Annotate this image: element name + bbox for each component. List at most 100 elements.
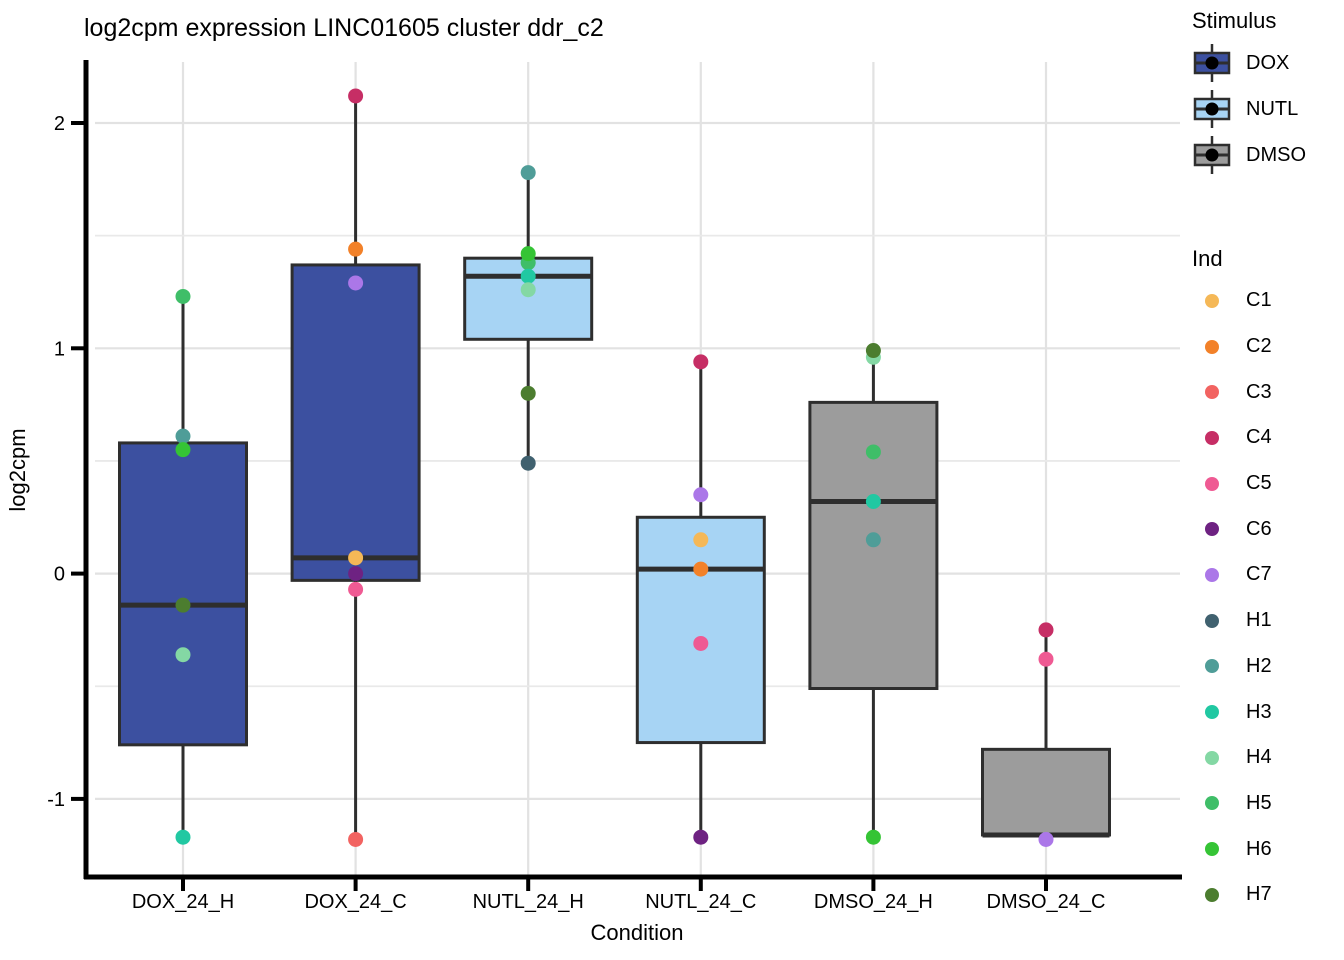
point-key-icon (1192, 750, 1232, 765)
legend-ind-entries: C1 C2 C3 C4 C5 C6 C7 H1 H2 H3 H4 H5 H6 H7 (1192, 278, 1272, 918)
point-key-icon (1192, 705, 1232, 720)
point-NUTL_24_C-C1 (693, 532, 709, 548)
point-DOX_24_C-C1 (348, 550, 364, 566)
point-NUTL_24_C-C5 (693, 635, 709, 651)
point-DMSO_24_H-H5 (865, 444, 881, 460)
point-DMSO_24_H-H3 (865, 494, 881, 510)
y-tick-label: 0 (54, 564, 65, 586)
legend-entry-H4: H4 (1192, 735, 1272, 781)
legend-entry-C4: C4 (1192, 415, 1272, 461)
point-DOX_24_H-H6 (175, 442, 191, 458)
legend-entry-H6: H6 (1192, 826, 1272, 872)
legend-entry-label: H7 (1246, 883, 1272, 906)
legend-entry-H1: H1 (1192, 598, 1272, 644)
point-key-icon (1192, 430, 1232, 445)
legend-entry-H3: H3 (1192, 689, 1272, 735)
box-NUTL_24_C (635, 515, 766, 745)
point-NUTL_24_H-H4 (520, 282, 536, 298)
legend-entry-label: H1 (1246, 609, 1272, 632)
legend-entry-label: DOX (1246, 51, 1290, 74)
point-DOX_24_C-C5 (348, 581, 364, 597)
point-DOX_24_H-H4 (175, 647, 191, 663)
legend-entry-label: C2 (1246, 335, 1272, 358)
point-key-icon (1192, 842, 1232, 857)
point-DMSO_24_C-C4 (1038, 622, 1054, 638)
point-key-icon (1192, 293, 1232, 308)
x-tick-label-DOX_24_C: DOX_24_C (304, 891, 406, 913)
point-DMSO_24_H-H6 (865, 829, 881, 845)
boxplot-key-icon (1192, 133, 1232, 177)
legend-entry-label: H4 (1246, 746, 1272, 769)
point-key-icon (1192, 796, 1232, 811)
legend-entry-C1: C1 (1192, 278, 1272, 324)
point-NUTL_24_H-H2 (520, 165, 536, 181)
legend-entry-DOX: DOX (1192, 40, 1306, 86)
legend-entry-H7: H7 (1192, 872, 1272, 918)
legend-ind-title: Ind (1192, 246, 1223, 271)
legend-entry-H2: H2 (1192, 644, 1272, 690)
box-DMSO_24_C (981, 747, 1111, 837)
point-NUTL_24_C-C4 (693, 354, 709, 370)
point-key-icon (1192, 339, 1232, 354)
point-DMSO_24_H-H7 (865, 343, 881, 359)
legend-entry-label: C4 (1246, 426, 1272, 449)
x-tick-label-NUTL_24_H: NUTL_24_H (473, 891, 584, 913)
point-NUTL_24_C-C2 (693, 561, 709, 577)
legend-entry-C7: C7 (1192, 552, 1272, 598)
legend-entry-label: H5 (1246, 791, 1272, 814)
point-DOX_24_H-H2 (175, 428, 191, 444)
point-DOX_24_H-H7 (175, 597, 191, 613)
point-DOX_24_C-C4 (348, 88, 364, 104)
legend-entry-NUTL: NUTL (1192, 86, 1306, 132)
legend-stimulus: Stimulus DOX NUTL DMSO (1192, 8, 1306, 178)
point-NUTL_24_H-H7 (520, 385, 536, 401)
point-NUTL_24_C-C7 (693, 487, 709, 503)
point-key-icon (1192, 887, 1232, 902)
point-DOX_24_C-C7 (348, 275, 364, 291)
box-DOX_24_H (118, 441, 248, 747)
x-tick-label-DMSO_24_C: DMSO_24_C (987, 891, 1106, 913)
legend-entry-label: DMSO (1246, 143, 1306, 166)
legend-stimulus-entries: DOX NUTL DMSO (1192, 40, 1306, 178)
legend-entry-H5: H5 (1192, 781, 1272, 827)
point-NUTL_24_H-H6 (520, 246, 536, 262)
legend-entry-C3: C3 (1192, 369, 1272, 415)
x-tick-label-DMSO_24_H: DMSO_24_H (814, 891, 933, 913)
legend-entry-label: C1 (1246, 289, 1272, 312)
x-tick-label-DOX_24_H: DOX_24_H (132, 891, 234, 913)
chart-title: log2cpm expression LINC01605 cluster ddr… (84, 14, 604, 42)
point-DOX_24_C-C2 (348, 241, 364, 257)
point-key-icon (1192, 476, 1232, 491)
point-NUTL_24_C-C6 (693, 829, 709, 845)
point-DMSO_24_C-C7 (1038, 831, 1054, 847)
legend-entry-label: H6 (1246, 837, 1272, 860)
legend-entry-label: C7 (1246, 563, 1272, 586)
y-tick-label: 1 (54, 338, 65, 360)
legend-stimulus-title: Stimulus (1192, 8, 1277, 33)
legend-entry-label: NUTL (1246, 97, 1299, 120)
x-tick-label-NUTL_24_C: NUTL_24_C (645, 891, 756, 913)
boxplot-key-icon (1192, 41, 1232, 85)
boxplot-key-icon (1192, 87, 1232, 131)
point-key-icon (1192, 385, 1232, 400)
point-key-icon (1192, 522, 1232, 537)
point-DOX_24_C-C6 (348, 566, 364, 582)
point-DOX_24_H-H5 (175, 288, 191, 304)
x-axis-title: Condition (590, 920, 684, 945)
legend-entry-C2: C2 (1192, 324, 1272, 370)
legend-entry-label: C5 (1246, 472, 1272, 495)
legend-entry-DMSO: DMSO (1192, 132, 1306, 178)
y-axis-title: log2cpm (5, 428, 30, 512)
legend-ind: Ind C1 C2 C3 C4 C5 C6 C7 H1 H2 H3 H4 H5 H6 H7 (1192, 246, 1272, 918)
legend-entry-C6: C6 (1192, 506, 1272, 552)
y-tick-label: 2 (54, 113, 65, 135)
legend-entry-label: C6 (1246, 517, 1272, 540)
legend-entry-label: H2 (1246, 654, 1272, 677)
legend-entry-label: C3 (1246, 380, 1272, 403)
point-key-icon (1192, 659, 1232, 674)
point-key-icon (1192, 567, 1232, 582)
point-DMSO_24_C-C5 (1038, 651, 1054, 667)
point-DMSO_24_H-H2 (865, 532, 881, 548)
